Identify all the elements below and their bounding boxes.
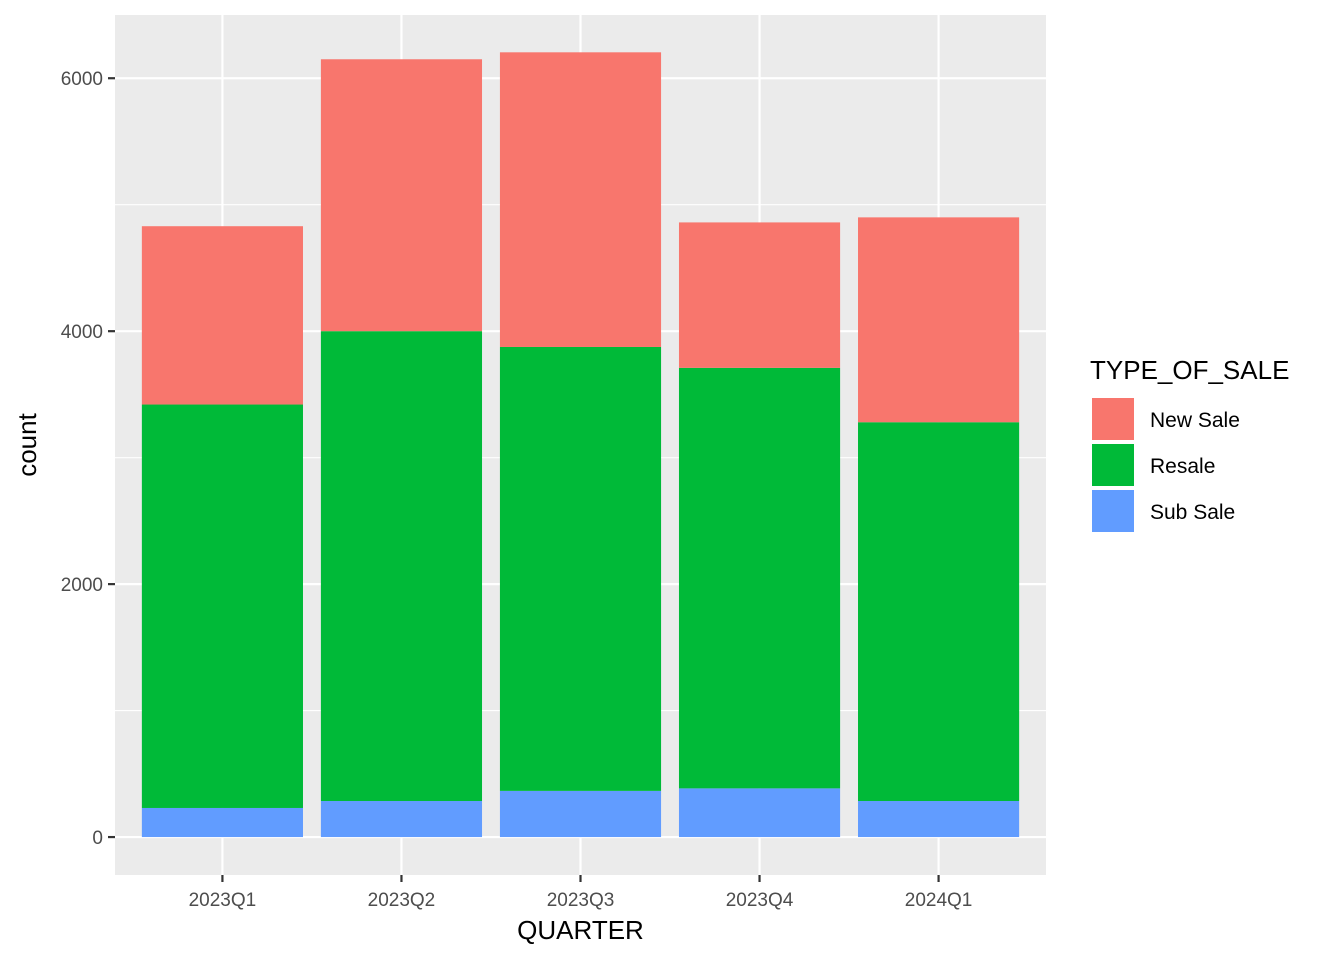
x-tick-label: 2023Q4 xyxy=(726,890,794,911)
bar-resale-2024q1 xyxy=(858,422,1020,802)
legend-label: Resale xyxy=(1150,455,1215,478)
bars xyxy=(141,52,1020,838)
legend-label: Sub Sale xyxy=(1150,501,1235,524)
bar-resale-2023q3 xyxy=(499,346,662,791)
bar-sub-sale-2023q3 xyxy=(499,790,662,838)
legend-title: TYPE_OF_SALE xyxy=(1090,355,1289,385)
legend-key-sub-sale xyxy=(1090,488,1136,534)
bar-new-sale-2023q4 xyxy=(678,222,841,368)
x-tick-label: 2023Q3 xyxy=(547,890,615,911)
y-axis-title: count xyxy=(12,412,42,476)
x-axis-title: QUARTER xyxy=(517,915,644,945)
bar-new-sale-2023q2 xyxy=(320,59,483,332)
x-axis: 2023Q1 2023Q2 2023Q3 2023Q4 2024Q1 xyxy=(189,875,973,911)
bar-resale-2023q2 xyxy=(320,331,483,802)
bar-resale-2023q4 xyxy=(678,367,841,789)
bar-new-sale-2023q3 xyxy=(499,52,662,347)
y-tick-label: 0 xyxy=(92,828,103,849)
x-tick-label: 2023Q1 xyxy=(189,890,257,911)
y-tick-label: 4000 xyxy=(61,322,103,343)
bar-new-sale-2023q1 xyxy=(141,226,303,405)
y-tick-label: 6000 xyxy=(61,69,103,90)
y-tick-label: 2000 xyxy=(61,575,103,596)
legend-key-resale xyxy=(1090,442,1136,488)
bar-resale-2023q1 xyxy=(141,404,303,808)
legend-label: New Sale xyxy=(1150,409,1240,432)
bar-sub-sale-2024q1 xyxy=(858,801,1020,838)
bar-sub-sale-2023q4 xyxy=(678,788,841,838)
x-tick-label: 2024Q1 xyxy=(905,890,973,911)
y-axis: 0 2000 4000 6000 xyxy=(61,69,115,849)
bar-new-sale-2024q1 xyxy=(858,217,1020,423)
bar-sub-sale-2023q2 xyxy=(320,801,483,838)
bar-sub-sale-2023q1 xyxy=(141,807,303,838)
legend-key-new-sale xyxy=(1090,396,1136,442)
x-tick-label: 2023Q2 xyxy=(368,890,436,911)
legend: TYPE_OF_SALE New Sale Resale Sub Sale xyxy=(1090,355,1289,534)
